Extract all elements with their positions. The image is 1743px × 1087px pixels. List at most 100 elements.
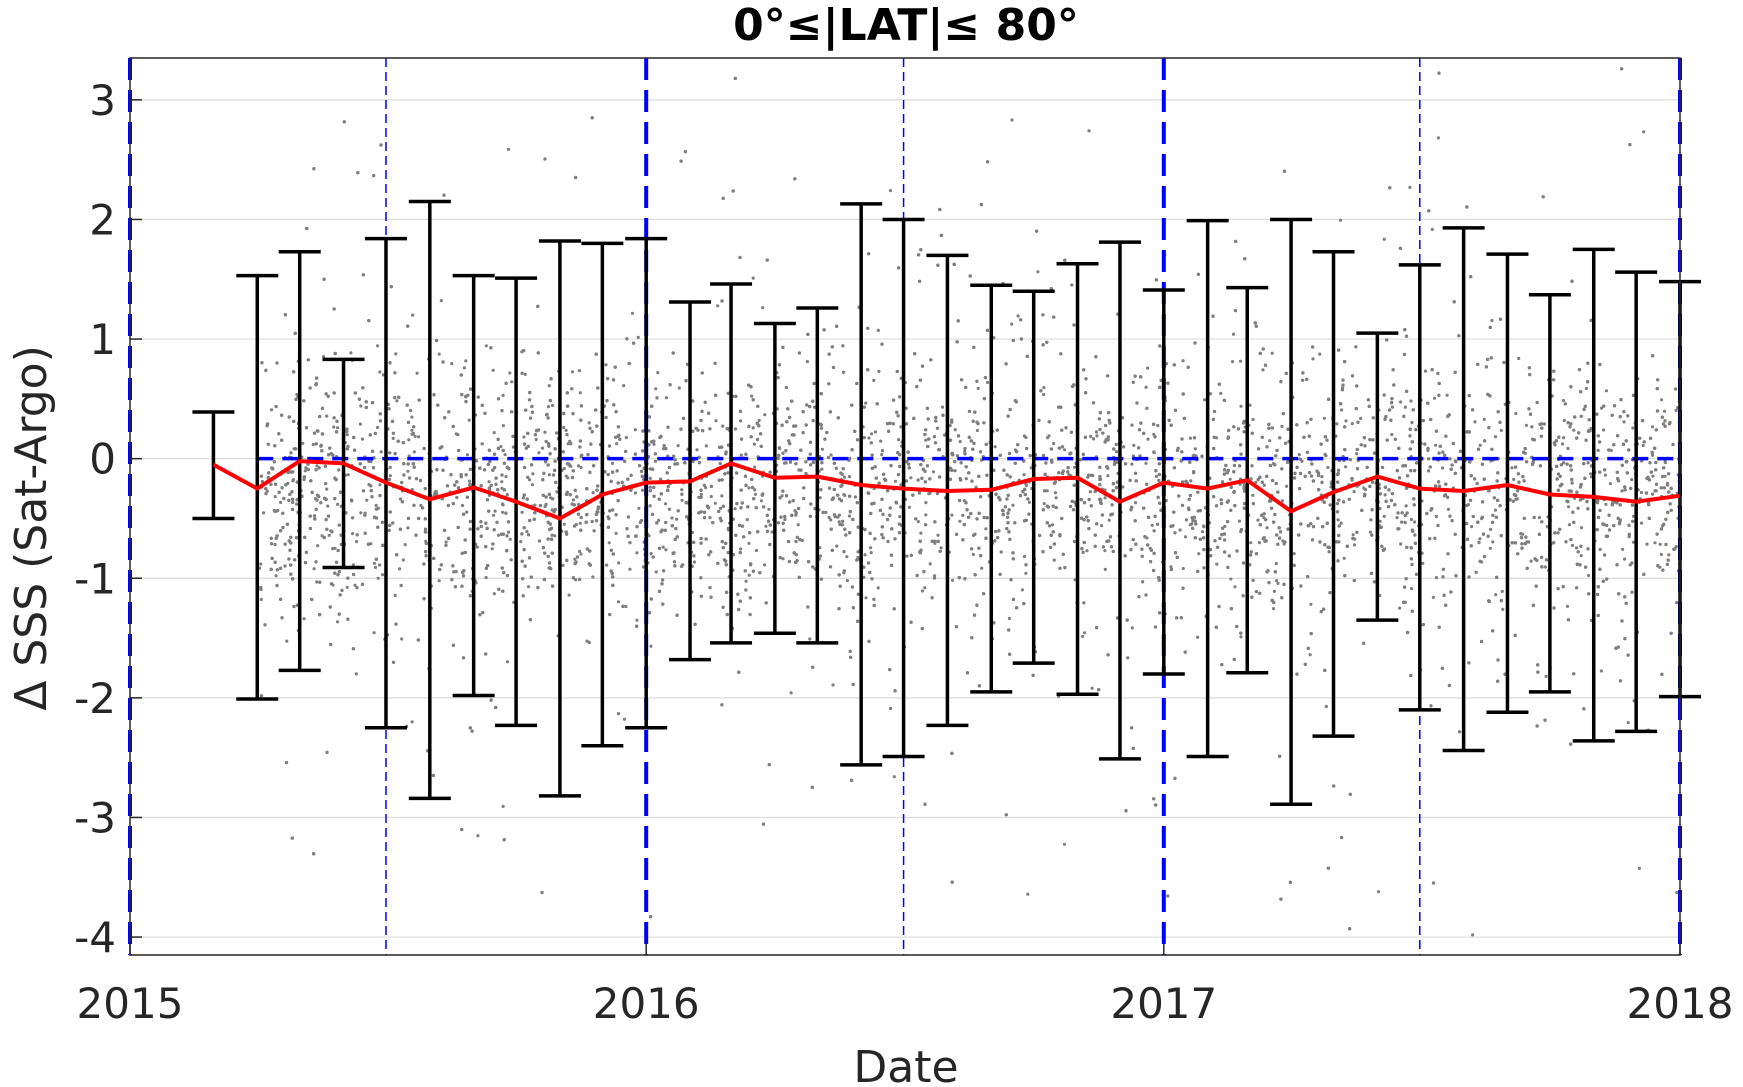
- scatter-point: [491, 368, 495, 372]
- scatter-point: [1579, 554, 1583, 558]
- scatter-point: [656, 371, 660, 375]
- scatter-point: [750, 394, 754, 398]
- scatter-point: [680, 488, 684, 492]
- scatter-point: [510, 380, 514, 384]
- scatter-point: [437, 352, 441, 356]
- scatter-point: [1202, 524, 1206, 528]
- scatter-point: [1517, 356, 1521, 361]
- scatter-point: [1599, 669, 1603, 673]
- scatter-point: [562, 467, 566, 471]
- scatter-point: [764, 524, 768, 528]
- scatter-point: [1239, 404, 1243, 408]
- scatter-point: [663, 502, 668, 506]
- scatter-point: [950, 418, 954, 422]
- scatter-point: [747, 573, 751, 577]
- scatter-point: [640, 488, 645, 492]
- scatter-point: [1087, 129, 1091, 133]
- scatter-point: [1674, 545, 1678, 549]
- scatter-point: [1326, 465, 1330, 470]
- scatter-point: [262, 511, 266, 515]
- scatter-point: [508, 537, 512, 541]
- scatter-point: [999, 550, 1003, 554]
- scatter-point: [1390, 405, 1395, 409]
- scatter-point: [1335, 502, 1340, 506]
- scatter-point: [963, 449, 967, 453]
- scatter-point: [359, 511, 363, 515]
- scatter-point: [388, 465, 392, 469]
- scatter-point: [1604, 389, 1609, 393]
- scatter-point: [439, 299, 443, 303]
- scatter-point: [1423, 369, 1428, 373]
- scatter-point: [1251, 493, 1255, 497]
- scatter-point: [702, 483, 706, 487]
- scatter-point: [365, 498, 369, 502]
- scatter-point: [444, 540, 448, 544]
- scatter-point: [1561, 398, 1565, 403]
- scatter-point: [407, 438, 411, 442]
- scatter-point: [467, 418, 471, 422]
- scatter-point: [1659, 552, 1663, 557]
- scatter-point: [490, 547, 494, 551]
- scatter-point: [1524, 423, 1528, 427]
- scatter-point: [501, 424, 505, 428]
- scatter-point: [388, 474, 392, 478]
- scatter-point: [579, 552, 583, 556]
- scatter-point: [591, 575, 595, 579]
- scatter-point: [1022, 473, 1026, 477]
- scatter-point: [1352, 490, 1356, 494]
- scatter-point: [406, 469, 410, 473]
- scatter-point: [664, 396, 669, 400]
- scatter-point: [1382, 514, 1386, 519]
- scatter-point: [259, 562, 263, 566]
- scatter-point: [570, 370, 575, 374]
- scatter-point: [460, 503, 465, 508]
- scatter-point: [375, 425, 380, 430]
- scatter-point: [829, 518, 833, 522]
- scatter-point: [1478, 443, 1482, 447]
- scatter-point: [1073, 465, 1077, 469]
- scatter-point: [1271, 607, 1276, 611]
- scatter-point: [676, 444, 680, 448]
- scatter-point: [1169, 565, 1173, 569]
- scatter-point: [1229, 577, 1233, 581]
- scatter-point: [501, 393, 505, 397]
- scatter-point: [624, 436, 628, 440]
- scatter-point: [1651, 474, 1655, 478]
- scatter-point: [831, 683, 835, 687]
- scatter-point: [455, 495, 459, 500]
- scatter-point: [876, 586, 880, 590]
- scatter-point: [1478, 537, 1482, 541]
- scatter-point: [1088, 490, 1092, 494]
- scatter-point: [1427, 469, 1431, 473]
- scatter-point: [493, 509, 497, 513]
- scatter-point: [920, 589, 925, 593]
- scatter-point: [1369, 518, 1373, 522]
- scatter-point: [635, 618, 639, 622]
- scatter-point: [1256, 518, 1260, 522]
- scatter-point: [1292, 552, 1296, 556]
- scatter-point: [864, 401, 868, 405]
- scatter-point: [649, 552, 653, 556]
- scatter-point: [1500, 589, 1504, 594]
- scatter-point: [1543, 565, 1547, 569]
- scatter-point: [274, 574, 278, 578]
- scatter-point: [1368, 530, 1372, 534]
- scatter-point: [893, 479, 898, 483]
- scatter-point: [940, 405, 945, 409]
- scatter-point: [273, 542, 277, 547]
- scatter-point: [1675, 601, 1679, 605]
- scatter-point: [899, 425, 903, 429]
- scatter-point: [415, 371, 419, 375]
- scatter-point: [1089, 434, 1093, 439]
- scatter-point: [958, 519, 962, 523]
- scatter-point: [767, 507, 771, 511]
- scatter-point: [1052, 558, 1056, 562]
- scatter-point: [462, 366, 466, 370]
- scatter-point: [1675, 890, 1679, 895]
- scatter-point: [976, 386, 980, 390]
- scatter-point: [1181, 566, 1185, 571]
- scatter-point: [781, 557, 785, 561]
- scatter-point: [578, 521, 582, 525]
- scatter-point: [1355, 452, 1359, 456]
